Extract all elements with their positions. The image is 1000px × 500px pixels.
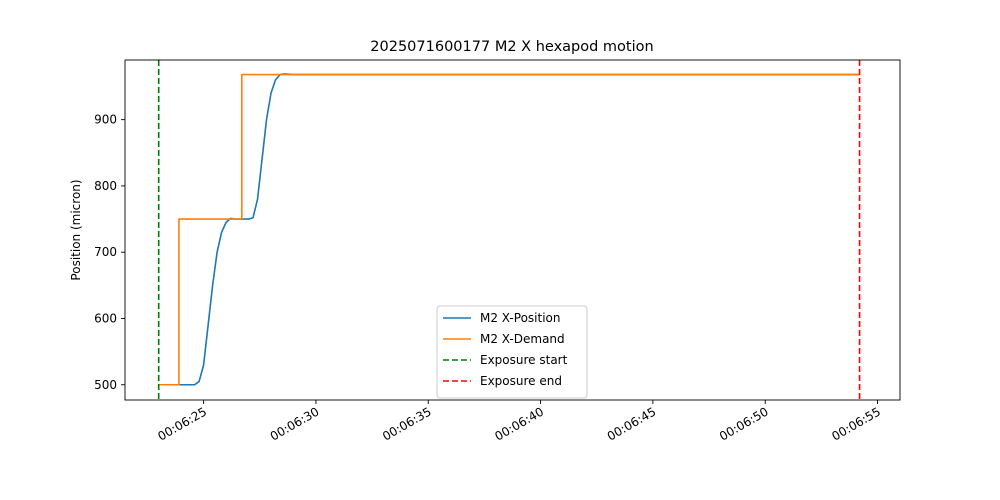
x-tick-label: 00:06:50 xyxy=(717,404,771,443)
x-axis-ticks: 00:06:25 00:06:30 00:06:35 00:06:40 00:06:45… xyxy=(155,400,883,444)
x-tick-label: 00:06:25 xyxy=(155,404,209,443)
legend-entry: M2 X-Demand xyxy=(480,332,565,346)
y-tick-label: 800 xyxy=(94,179,117,193)
x-tick-label: 00:06:40 xyxy=(492,404,546,443)
plot-area xyxy=(124,59,901,401)
y-tick-label: 500 xyxy=(94,378,117,392)
y-tick-label: 600 xyxy=(94,311,117,325)
chart-title: 2025071600177 M2 X hexapod motion xyxy=(370,39,653,55)
y-tick-label: 700 xyxy=(94,245,117,259)
legend-entry: M2 X-Position xyxy=(480,311,560,325)
x-tick-label: 00:06:30 xyxy=(268,404,322,443)
legend-entry: Exposure end xyxy=(480,374,562,388)
x-tick-label: 00:06:55 xyxy=(829,404,883,443)
legend: M2 X-Position M2 X-Demand Exposure start Ex… xyxy=(436,305,588,399)
y-tick-label: 900 xyxy=(94,113,117,127)
legend-entry: Exposure start xyxy=(480,353,568,367)
x-tick-label: 00:06:45 xyxy=(605,404,659,443)
axes-frame xyxy=(124,59,901,401)
y-axis-label: Position (micron) xyxy=(69,179,83,280)
x-tick-label: 00:06:35 xyxy=(380,404,434,443)
series-line-2 xyxy=(158,73,860,386)
y-axis-ticks: 500 600 700 800 900 xyxy=(94,113,125,392)
legend-box xyxy=(436,305,588,399)
